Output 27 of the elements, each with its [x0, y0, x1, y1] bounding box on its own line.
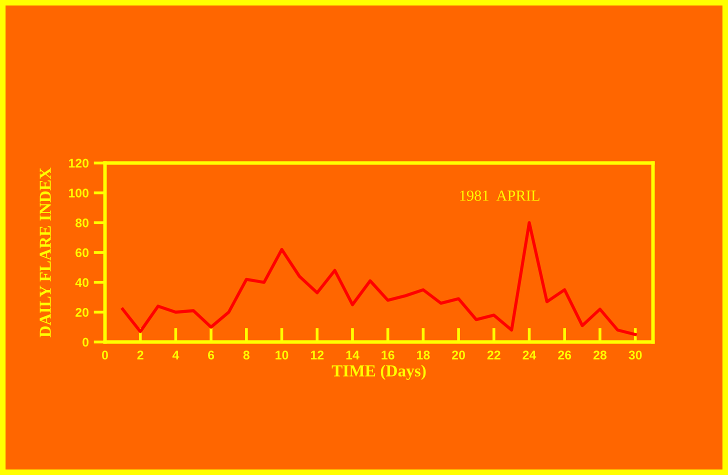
y-tick-label: 40: [75, 278, 89, 287]
y-tick-label: 0: [82, 338, 89, 347]
x-tick-label: 4: [172, 350, 180, 360]
annotation: 1981 APRIL: [460, 190, 540, 201]
y-tick-label: 60: [76, 248, 89, 258]
x-tick-label: 2: [137, 350, 144, 360]
x-tick-label: 26: [558, 350, 572, 360]
x-tick-label: 6: [208, 350, 214, 360]
x-tick-label: 28: [593, 350, 607, 360]
x-tick-label: 22: [487, 350, 500, 360]
y-tick-label: 20: [76, 308, 89, 317]
y-axis-title: DAILY FLARE INDEX: [40, 168, 51, 338]
x-tick-label: 18: [417, 350, 430, 360]
x-axis-title: TIME (Days): [332, 364, 426, 380]
x-tick-label: 20: [452, 350, 465, 360]
x-tick-label: 14: [346, 350, 360, 360]
x-tick-label: 10: [276, 350, 288, 360]
x-tick-label: 12: [310, 350, 324, 360]
x-tick-label: 0: [102, 350, 108, 360]
line-series: [121, 221, 637, 336]
x-tick-label: 30: [628, 350, 642, 360]
y-tick-label: 120: [68, 158, 89, 168]
y-tick-label: 100: [68, 188, 89, 198]
y-tick-label: 80: [76, 218, 89, 228]
x-tick-label: 8: [243, 350, 250, 360]
x-tick-label: 16: [382, 350, 394, 360]
x-tick-label: 24: [522, 350, 536, 360]
